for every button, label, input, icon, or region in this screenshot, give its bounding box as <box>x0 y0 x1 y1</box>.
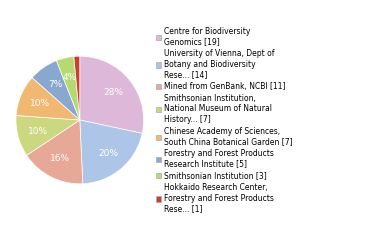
Wedge shape <box>56 56 80 120</box>
Text: 10%: 10% <box>30 99 50 108</box>
Wedge shape <box>32 60 80 120</box>
Wedge shape <box>80 120 142 184</box>
Wedge shape <box>74 56 80 120</box>
Text: 7%: 7% <box>48 80 62 89</box>
Wedge shape <box>16 115 80 155</box>
Text: 4%: 4% <box>63 73 77 82</box>
Wedge shape <box>27 120 83 184</box>
Wedge shape <box>16 78 80 120</box>
Text: 28%: 28% <box>104 88 124 97</box>
Wedge shape <box>80 56 144 133</box>
Text: 10%: 10% <box>28 126 48 136</box>
Text: 16%: 16% <box>50 154 70 163</box>
Text: 20%: 20% <box>98 149 118 158</box>
Legend: Centre for Biodiversity
Genomics [19], University of Vienna, Dept of
Botany and : Centre for Biodiversity Genomics [19], U… <box>156 27 293 213</box>
